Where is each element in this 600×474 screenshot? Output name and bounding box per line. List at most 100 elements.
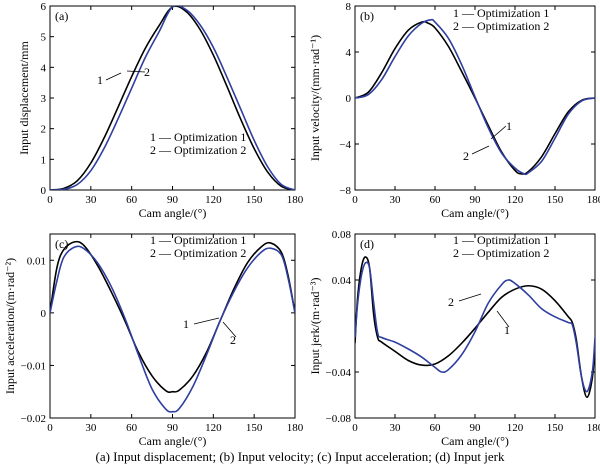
x-tick-label: 180 (287, 422, 304, 434)
y-axis-label: Input jerk/(m·rad⁻³) (308, 278, 322, 375)
annotation-leader (222, 321, 237, 338)
x-tick-label: 180 (587, 194, 600, 206)
y-tick-label: 6 (41, 1, 47, 13)
panel-a: 0 30 60 90 120 150 180 0 1 2 3 4 5 6 Cam angle/(°) Inpu… (17, 1, 304, 220)
series-line-2 (50, 245, 295, 413)
x-axis-label: Cam angle/(°) (139, 206, 207, 220)
y-axis-label: Input velocity/(mm·rad⁻¹) (308, 35, 322, 161)
y-tick-label: −8 (339, 185, 351, 197)
panel-label: (d) (360, 237, 374, 251)
y-tick-label: 0 (346, 93, 352, 105)
series-line-1 (50, 6, 295, 190)
annotation-label: 2 (448, 295, 454, 309)
y-tick-label: 4 (346, 47, 352, 59)
x-tick-label: 60 (430, 194, 442, 206)
x-tick-label: 60 (126, 194, 138, 206)
y-tick-label: −0.01 (21, 360, 46, 372)
x-tick-label: 150 (547, 422, 564, 434)
y-tick-label: −4 (339, 139, 351, 151)
x-tick-label: 0 (352, 194, 358, 206)
y-tick-label: 4 (41, 62, 47, 74)
x-axis-label: Cam angle/(°) (139, 434, 207, 448)
legend-entry: 2 — Optimization 2 (453, 19, 549, 33)
annotation-leader (458, 293, 482, 302)
annotation-label: 1 (504, 323, 510, 337)
legend-entry: 1 — Optimization 1 (453, 233, 549, 247)
x-tick-label: 90 (167, 422, 179, 434)
y-tick-label: 0.04 (332, 275, 352, 287)
x-tick-label: 30 (390, 194, 402, 206)
x-tick-label: 180 (587, 422, 600, 434)
annotation-leader (496, 310, 510, 328)
x-tick-label: 30 (390, 422, 402, 434)
y-axis-label: Input displacement/mm (17, 41, 31, 155)
annotation-label: 2 (144, 65, 150, 79)
y-tick-label: −0.04 (326, 367, 352, 379)
legend-entry: 1 — Optimization 1 (453, 6, 549, 20)
x-tick-label: 120 (205, 194, 222, 206)
legend-entry: 1 — Optimization 1 (150, 233, 246, 247)
series-line-2 (50, 6, 295, 190)
y-tick-label: 0.08 (332, 229, 352, 241)
x-tick-label: 60 (126, 422, 138, 434)
y-tick-label: 0.01 (27, 255, 46, 267)
plot-frame (354, 233, 596, 419)
y-tick-label: 0 (41, 185, 47, 197)
panel-b: 0 30 60 90 120 150 180 −8 −4 0 4 8 Cam angle/(°) Inpu… (308, 1, 600, 220)
panel-label: (a) (55, 9, 68, 23)
y-tick-label: 3 (41, 93, 47, 105)
series-line-1 (50, 240, 295, 394)
annotation-leader (193, 317, 220, 325)
x-tick-label: 0 (47, 422, 53, 434)
x-tick-label: 60 (430, 422, 442, 434)
annotation-leader (105, 72, 122, 81)
x-tick-label: 150 (547, 194, 564, 206)
plot-frame (49, 5, 296, 191)
annotation-label: 1 (506, 119, 512, 133)
annotation-leader (471, 145, 490, 155)
annotation-label: 1 (183, 317, 189, 331)
annotation-label: 2 (463, 149, 469, 163)
legend-entry: 2 — Optimization 2 (150, 143, 246, 157)
y-tick-label: 0 (41, 308, 47, 320)
annotation-leader (490, 125, 507, 140)
x-tick-label: 120 (507, 194, 524, 206)
legend-entry: 1 — Optimization 1 (150, 130, 246, 144)
annotation-label: 2 (230, 333, 236, 347)
x-tick-label: 0 (47, 194, 53, 206)
panel-c: 0 30 60 90 120 150 180 −0.02 −0.01 0 0.01 Cam angle… (3, 233, 304, 448)
panel-label: (c) (55, 237, 68, 251)
x-tick-label: 90 (167, 194, 179, 206)
panel-d: 0 30 60 90 120 150 180 −0.08 −0.04 0.04 0.08 Cam an… (308, 229, 600, 448)
y-tick-label: 2 (41, 124, 47, 136)
y-tick-label: −0.02 (21, 413, 46, 425)
x-tick-label: 180 (287, 194, 304, 206)
x-tick-label: 150 (246, 422, 263, 434)
annotation-leader (126, 70, 146, 73)
annotation-label: 1 (97, 73, 103, 87)
x-tick-label: 30 (85, 194, 97, 206)
x-tick-label: 30 (85, 422, 97, 434)
series-line-2 (355, 261, 595, 393)
x-tick-label: 0 (352, 422, 358, 434)
x-tick-label: 90 (470, 194, 482, 206)
x-axis-label: Cam angle/(°) (441, 434, 509, 448)
y-axis-label: Input acceleration/(m·rad⁻²) (3, 258, 17, 394)
legend-entry: 2 — Optimization 2 (150, 246, 246, 260)
y-tick-label: 1 (41, 154, 47, 166)
x-tick-label: 90 (470, 422, 482, 434)
series-line-2 (355, 18, 595, 176)
x-tick-label: 120 (205, 422, 222, 434)
series-line-1 (355, 256, 595, 399)
figure-caption: (a) Input displacement; (b) Input veloci… (95, 449, 505, 464)
x-axis-label: Cam angle/(°) (441, 206, 509, 220)
x-tick-label: 150 (246, 194, 263, 206)
plot-frame (49, 233, 296, 419)
legend-entry: 2 — Optimization 2 (453, 246, 549, 260)
y-tick-label: −0.08 (326, 413, 352, 425)
y-tick-label: 8 (346, 1, 352, 13)
panel-label: (b) (360, 9, 374, 23)
x-tick-label: 120 (507, 422, 524, 434)
y-tick-label: 5 (41, 32, 47, 44)
